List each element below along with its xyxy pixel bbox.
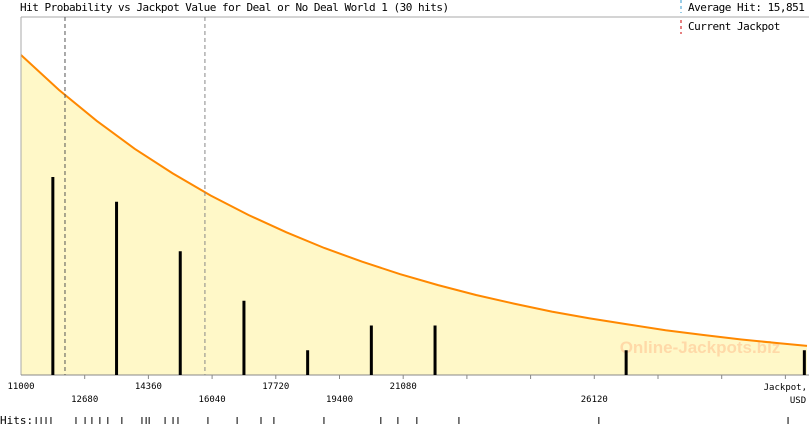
legend-current-jackpot: Current Jackpot [688, 20, 780, 33]
hit-bar [115, 201, 119, 375]
hit-bar [178, 251, 182, 375]
x-tick-label: 19400 [326, 395, 353, 405]
x-tick-label: 11000 [7, 382, 34, 392]
probability-curve [20, 54, 808, 347]
hit-bar [306, 350, 310, 375]
x-tick-label: 16040 [199, 395, 226, 405]
hit-bar [802, 350, 806, 375]
watermark: Online-Jackpots.biz [620, 338, 781, 357]
hits-label: Hits: [0, 414, 33, 425]
probability-area [21, 55, 807, 375]
hit-bar [433, 325, 437, 375]
x-axis-label-line1: Jackpot, [764, 383, 807, 393]
legend-average-hit: Average Hit: 15,851 [688, 1, 805, 14]
x-tick-label: 17720 [262, 382, 289, 392]
hit-bar [369, 325, 373, 375]
x-tick-label: 14360 [135, 382, 162, 392]
x-tick-label: 21080 [390, 382, 417, 392]
hit-bar [51, 177, 55, 375]
x-tick-label: 12680 [71, 395, 98, 405]
chart-title: Hit Probability vs Jackpot Value for Dea… [20, 1, 449, 14]
hit-bar [242, 300, 246, 375]
x-tick-label: 26120 [581, 395, 608, 405]
hit-bar [624, 350, 628, 375]
x-axis-label-line2: USD [790, 396, 806, 406]
